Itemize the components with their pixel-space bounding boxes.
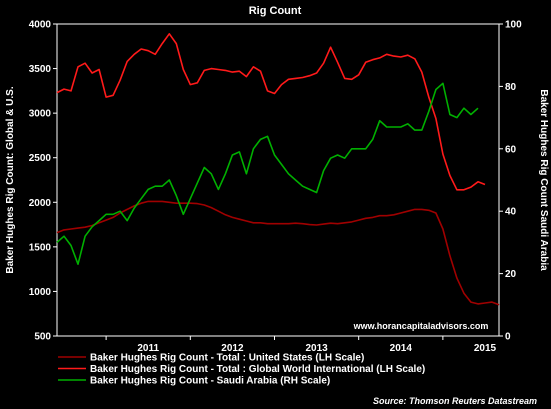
left-y-axis: 500 1000 1500 2000 2500 3000 3500 4000	[29, 20, 57, 343]
right-y-axis-label: Baker Hughes Rig Count Saudi Arabia	[538, 89, 549, 271]
legend-entry-2: Baker Hughes Rig Count - Saudi Arabia (R…	[90, 376, 330, 387]
right-tick-label: 40	[505, 207, 517, 218]
left-tick-label: 2000	[29, 198, 52, 209]
series-line-0	[56, 200, 500, 306]
x-tick-label: 2014	[390, 343, 413, 354]
right-tick-label: 100	[505, 20, 522, 31]
x-axis: 2011 2012 2013 2014 2015	[105, 336, 497, 354]
left-tick-label: 1500	[29, 242, 52, 253]
left-tick-label: 1000	[29, 287, 52, 298]
right-tick-label: 20	[505, 269, 517, 280]
right-y-axis: 0 20 40 60 80 100	[499, 20, 522, 343]
legend-entry-0: Baker Hughes Rig Count - Total : United …	[90, 353, 364, 364]
left-tick-label: 4000	[29, 20, 52, 31]
x-tick-label: 2015	[474, 343, 497, 354]
right-tick-label: 80	[505, 82, 517, 93]
series-line-1	[56, 33, 486, 191]
legend: Baker Hughes Rig Count - Total : United …	[58, 353, 425, 387]
right-tick-label: 60	[505, 144, 517, 155]
series-line-2	[56, 82, 479, 265]
x-tick-label: 2012	[221, 343, 244, 354]
left-tick-label: 3000	[29, 109, 52, 120]
watermark-background	[346, 318, 496, 332]
x-tick-label: 2011	[137, 343, 159, 354]
legend-entry-1: Baker Hughes Rig Count - Total : Global …	[90, 364, 425, 375]
left-y-axis-label: Baker Hughes Rig Count: Global & U.S.	[5, 86, 16, 273]
right-tick-label: 0	[505, 332, 511, 343]
source-note: Source: Thomson Reuters Datastream	[373, 396, 537, 406]
watermark: www.horancapitaladvisors.com	[353, 321, 489, 331]
series-lines	[56, 33, 500, 306]
left-tick-label: 2500	[29, 153, 52, 164]
left-tick-label: 3500	[29, 64, 52, 75]
chart-title: Rig Count	[249, 5, 302, 17]
plot-area-frame	[56, 23, 500, 337]
x-tick-label: 2013	[305, 343, 328, 354]
left-tick-label: 500	[34, 332, 51, 343]
